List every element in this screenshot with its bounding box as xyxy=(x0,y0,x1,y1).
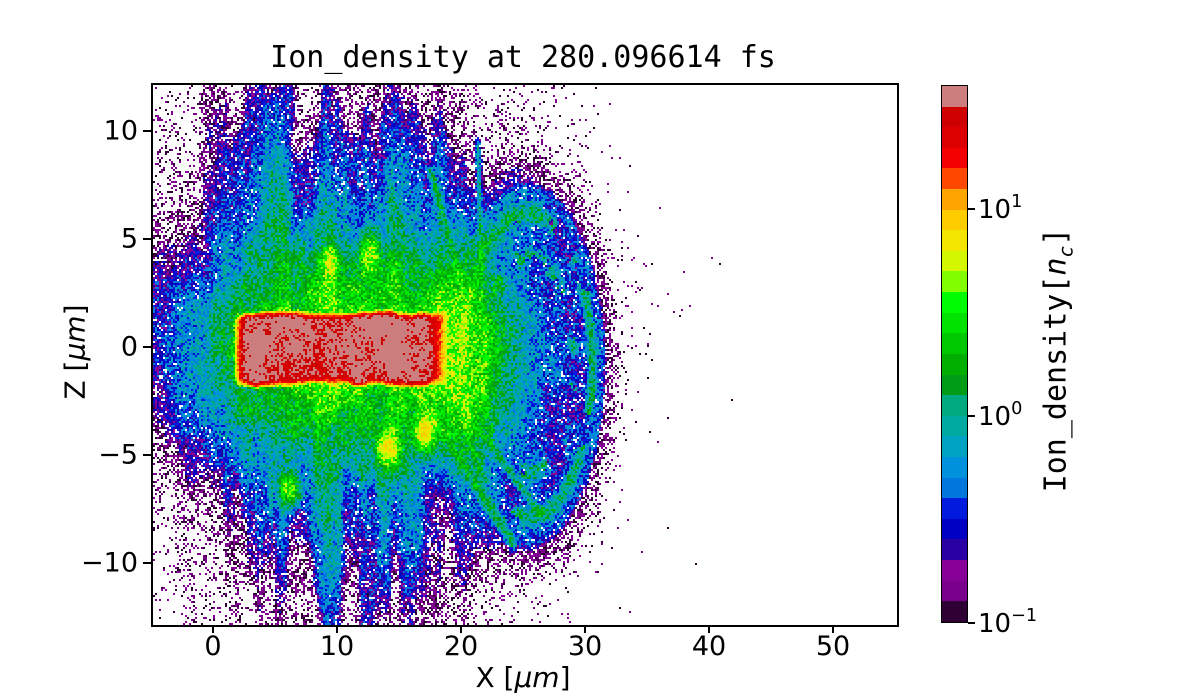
colorbar-tick-label: 101 xyxy=(978,192,1023,225)
plot-title: Ion_density at 280.096614 fs xyxy=(270,40,776,75)
colorbar-band xyxy=(942,230,967,251)
y-tick-label: −10 xyxy=(81,547,138,579)
colorbar-label: Ion_density[nc] xyxy=(1039,228,1078,493)
colorbar-label-suffix: ] xyxy=(1038,227,1074,246)
colorbar-band xyxy=(942,580,967,602)
x-tick-mark xyxy=(832,625,834,633)
colorbar-band xyxy=(942,374,967,396)
colorbar-band xyxy=(942,353,967,375)
y-tick-label: 5 xyxy=(120,223,138,255)
colorbar-band xyxy=(942,127,967,148)
y-axis-label-prefix: Z [ xyxy=(58,360,92,400)
y-axis-label: Z [μm] xyxy=(59,304,92,399)
x-tick-label: 20 xyxy=(443,631,479,662)
y-axis-label-suffix: ] xyxy=(58,304,92,316)
x-tick-mark xyxy=(212,625,214,633)
colorbar-band xyxy=(942,271,967,293)
colorbar-band xyxy=(942,86,967,107)
colorbar-band xyxy=(942,395,967,416)
colorbar-band xyxy=(942,292,967,313)
colorbar-band xyxy=(942,415,967,437)
x-tick-label: 40 xyxy=(691,631,727,662)
y-tick-label: −5 xyxy=(98,439,138,471)
y-tick-mark xyxy=(143,129,151,132)
x-axis-unit: μm xyxy=(514,661,560,694)
y-tick-mark xyxy=(143,561,151,564)
colorbar-band xyxy=(942,477,967,499)
x-tick-label: 10 xyxy=(319,631,355,662)
colorbar-label-prefix: Ion_density[ xyxy=(1038,275,1074,493)
colorbar-label-symbol: n xyxy=(1038,257,1074,276)
colorbar-band xyxy=(942,601,967,622)
colorbar-band xyxy=(942,498,967,519)
colorbar-band xyxy=(942,168,967,190)
y-tick-label: 10 xyxy=(103,115,138,147)
x-tick-label: 50 xyxy=(815,631,851,662)
colorbar-tick-label: 100 xyxy=(978,399,1023,432)
colorbar-band xyxy=(942,518,967,540)
y-axis-unit: μm xyxy=(58,315,92,361)
y-tick-mark xyxy=(143,237,151,240)
colorbar xyxy=(941,85,968,623)
x-tick-mark xyxy=(584,625,586,633)
colorbar-tick-mark xyxy=(968,208,975,211)
x-tick-label: 0 xyxy=(204,631,222,662)
colorbar-band xyxy=(942,333,967,354)
colorbar-band xyxy=(942,560,967,581)
colorbar-band xyxy=(942,147,967,169)
colorbar-band xyxy=(942,250,967,272)
colorbar-band xyxy=(942,106,967,128)
x-tick-mark xyxy=(460,625,462,633)
colorbar-tick-mark xyxy=(968,415,975,418)
y-tick-label: 0 xyxy=(120,331,138,363)
y-tick-mark xyxy=(143,345,151,348)
colorbar-band xyxy=(942,312,967,334)
x-tick-mark xyxy=(708,625,710,633)
colorbar-band xyxy=(942,539,967,561)
axes-area xyxy=(151,83,899,627)
x-axis-label-suffix: ] xyxy=(559,661,571,694)
y-tick-mark xyxy=(143,453,151,456)
colorbar-band xyxy=(942,456,967,478)
colorbar-tick-mark xyxy=(968,622,975,624)
colorbar-tick-label: 10−1 xyxy=(978,606,1038,639)
x-axis-label-prefix: X [ xyxy=(475,661,515,694)
x-axis-label: X [μm] xyxy=(475,661,570,694)
colorbar-band xyxy=(942,189,967,210)
heatmap-canvas xyxy=(153,85,897,625)
colorbar-band xyxy=(942,436,967,457)
colorbar-band xyxy=(942,209,967,231)
x-tick-label: 30 xyxy=(567,631,603,662)
colorbar-label-subscript: c xyxy=(1054,245,1078,258)
x-tick-mark xyxy=(336,625,338,633)
